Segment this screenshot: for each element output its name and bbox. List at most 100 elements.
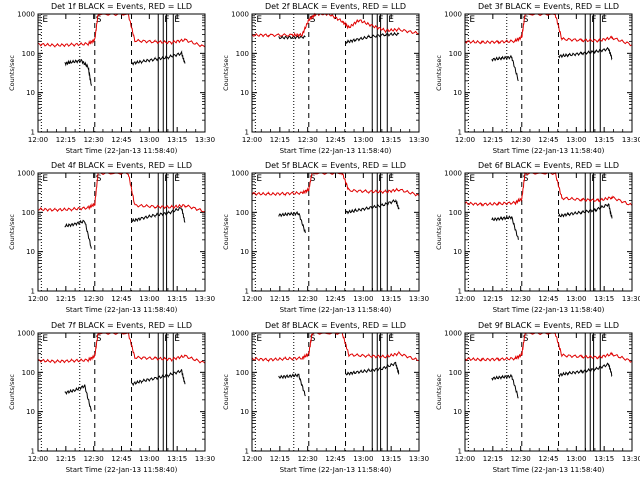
events-series-segment-2 [345, 199, 400, 215]
lld-series-segment-1 [251, 12, 420, 38]
y-tick-label: 10 [26, 248, 35, 256]
events-series-segment-2 [131, 207, 186, 223]
x-axis-label: Start Time (22-Jan-13 11:58:40) [280, 466, 392, 474]
y-axis-label: Counts/sec [435, 55, 443, 91]
x-axis-label: Start Time (22-Jan-13 11:58:40) [280, 147, 392, 155]
x-tick-label: 12:15 [483, 455, 503, 463]
plot-frame [251, 332, 420, 452]
y-tick-label: 100 [449, 209, 462, 217]
plot-frame [37, 332, 206, 452]
panel-title: Det 3f BLACK = Events, RED = LLD [478, 2, 619, 11]
panel-title: Det 9f BLACK = Events, RED = LLD [478, 321, 619, 330]
x-tick-label: 12:45 [538, 455, 558, 463]
x-axis-label: Start Time (22-Jan-13 11:58:40) [493, 306, 605, 314]
y-tick-label: 1000 [17, 11, 35, 19]
x-tick-label: 13:00 [353, 136, 373, 144]
y-tick-label: 100 [449, 50, 462, 58]
x-tick-label: 12:30 [298, 295, 318, 303]
y-tick-label: 100 [236, 369, 249, 377]
x-tick-label: 12:00 [455, 455, 475, 463]
x-tick-label: 13:30 [195, 136, 215, 144]
y-tick-label: 100 [236, 209, 249, 217]
y-axis-label: Counts/sec [222, 55, 230, 91]
plot-frame [37, 13, 206, 133]
x-tick-label: 12:45 [538, 136, 558, 144]
marker-label: E [256, 334, 262, 344]
x-tick-label: 13:30 [409, 136, 429, 144]
y-tick-label: 10 [240, 248, 249, 256]
detector-panel-1: Det 1f BLACK = Events, RED = LLD Counts/s… [8, 2, 215, 155]
y-tick-label: 1 [31, 448, 35, 456]
x-tick-label: 12:45 [325, 295, 345, 303]
events-series-segment-2 [345, 361, 400, 376]
x-tick-label: 12:15 [483, 136, 503, 144]
events-series-segment-1 [278, 211, 306, 233]
detector-panel-4: Det 4f BLACK = Events, RED = LLD Counts/s… [8, 161, 215, 314]
marker-label: E [174, 174, 180, 184]
x-axis-label: Start Time (22-Jan-13 11:58:40) [493, 147, 605, 155]
marker-label: E [42, 334, 48, 344]
x-tick-label: 13:00 [353, 455, 373, 463]
y-tick-label: 1000 [231, 330, 249, 338]
x-axis-label: Start Time (22-Jan-13 11:58:40) [66, 306, 178, 314]
x-tick-label: 13:00 [566, 136, 586, 144]
x-tick-label: 13:30 [622, 136, 640, 144]
y-tick-label: 1 [458, 288, 462, 296]
marker-label: E [469, 174, 475, 184]
x-tick-label: 13:15 [167, 136, 187, 144]
events-series-segment-1 [278, 372, 306, 397]
x-tick-label: 13:00 [139, 136, 159, 144]
x-tick-label: 12:00 [455, 136, 475, 144]
x-tick-label: 12:45 [111, 295, 131, 303]
y-tick-label: 100 [449, 369, 462, 377]
y-tick-label: 1 [245, 448, 249, 456]
x-tick-label: 13:00 [139, 295, 159, 303]
x-tick-label: 12:30 [298, 136, 318, 144]
x-tick-label: 12:30 [84, 295, 104, 303]
x-tick-label: 12:30 [298, 455, 318, 463]
y-tick-label: 1 [245, 288, 249, 296]
y-tick-label: 1000 [444, 170, 462, 178]
panel-title: Det 2f BLACK = Events, RED = LLD [265, 2, 406, 11]
y-tick-label: 1 [458, 448, 462, 456]
marker-label: E [388, 174, 394, 184]
x-tick-label: 12:15 [270, 295, 290, 303]
x-tick-label: 12:15 [56, 136, 76, 144]
x-tick-label: 13:30 [622, 455, 640, 463]
y-tick-label: 10 [453, 89, 462, 97]
plot-frame [464, 332, 633, 452]
x-tick-label: 12:45 [111, 455, 131, 463]
events-series-segment-1 [491, 373, 519, 399]
x-axis-label: Start Time (22-Jan-13 11:58:40) [493, 466, 605, 474]
detector-panel-2: Det 2f BLACK = Events, RED = LLD Counts/s… [222, 2, 429, 155]
marker-label: E [42, 15, 48, 25]
y-tick-label: 10 [26, 89, 35, 97]
x-tick-label: 13:15 [381, 295, 401, 303]
events-series-segment-1 [64, 219, 92, 249]
x-tick-label: 13:30 [195, 295, 215, 303]
events-series-segment-1 [64, 59, 92, 86]
marker-label: E [174, 334, 180, 344]
x-tick-label: 12:15 [56, 295, 76, 303]
x-axis-label: Start Time (22-Jan-13 11:58:40) [66, 466, 178, 474]
y-axis-label: Counts/sec [8, 55, 16, 91]
x-tick-label: 13:30 [409, 295, 429, 303]
x-tick-label: 12:45 [538, 295, 558, 303]
marker-label: S [523, 334, 529, 344]
y-axis-label: Counts/sec [8, 214, 16, 250]
y-tick-label: 1 [31, 129, 35, 137]
y-axis-label: Counts/sec [8, 374, 16, 410]
x-tick-label: 12:00 [242, 136, 262, 144]
marker-label: E [174, 15, 180, 25]
lld-series-segment-1 [464, 13, 633, 47]
events-series-segment-1 [64, 384, 92, 412]
marker-label: S [96, 174, 102, 184]
x-tick-label: 12:30 [511, 455, 531, 463]
x-tick-label: 12:00 [28, 455, 48, 463]
x-tick-label: 13:00 [139, 455, 159, 463]
lld-series-segment-1 [464, 332, 633, 363]
detector-panel-5: Det 5f BLACK = Events, RED = LLD Counts/s… [222, 161, 429, 314]
y-tick-label: 10 [453, 408, 462, 416]
y-axis-label: Counts/sec [222, 214, 230, 250]
marker-label: S [523, 174, 529, 184]
